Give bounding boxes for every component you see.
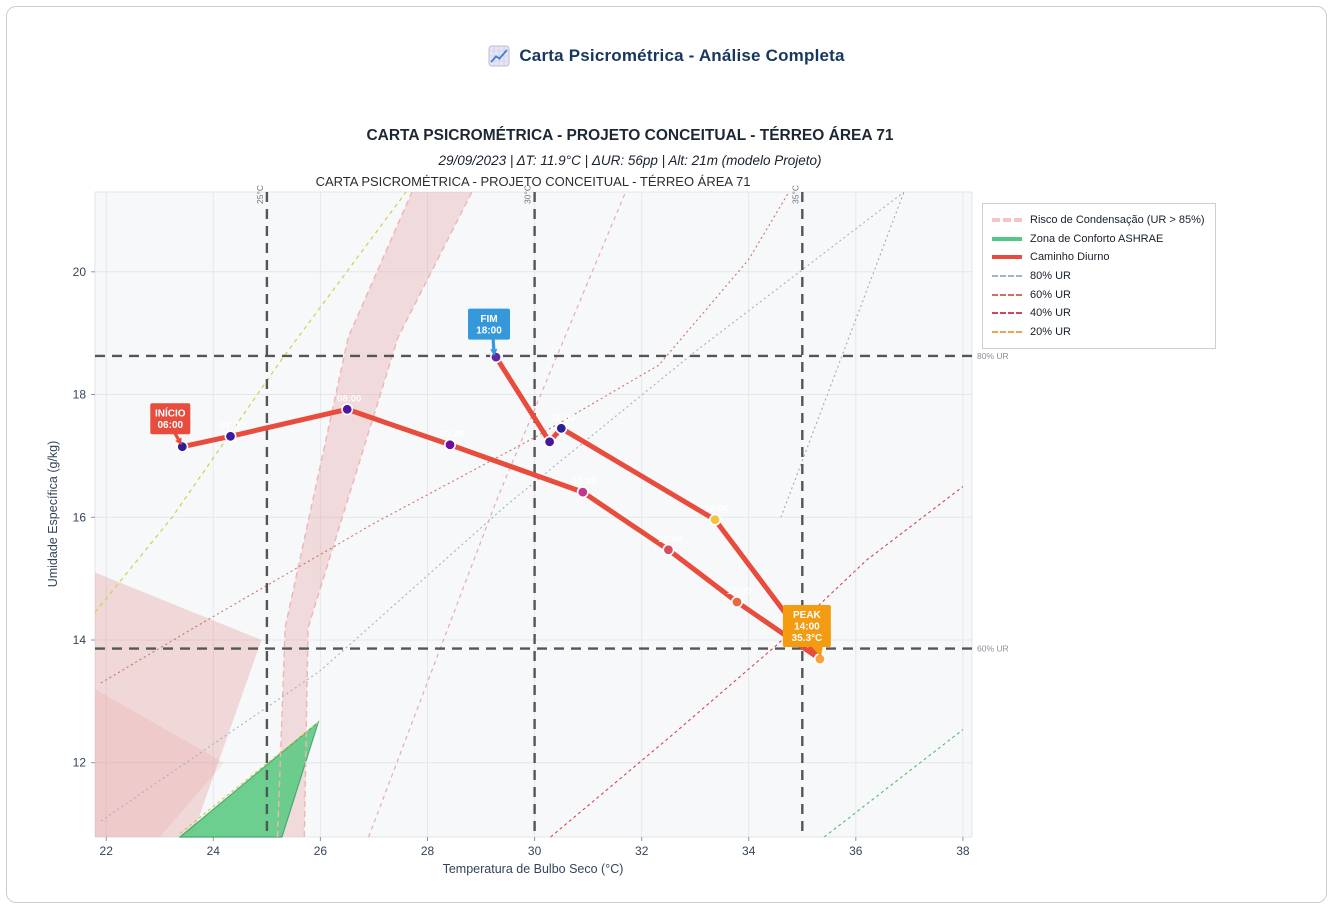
figure-title: CARTA PSICROMÉTRICA - PROJETO CONCEITUAL… [366,127,894,144]
legend-swatch [992,293,1022,296]
annotation-arrowhead [490,348,498,357]
chart-inner-title: CARTA PSICROMÉTRICA - PROJETO CONCEITUAL… [315,174,751,189]
ashrae-comfort-zone [178,720,320,838]
hour-label: 07:00 [220,420,244,431]
page-card: Carta Psicrométrica - Análise Completa 2… [6,6,1327,903]
psychrometric-chart[interactable]: 22 24 26 28 30 32 34 36 38 12 14 16 18 20 80% UR 60% UR… [7,7,1333,909]
y-tick-label: 12 [73,756,87,770]
data-point-07:00[interactable] [224,430,237,443]
ur-line-40%-ur [550,486,964,838]
legend-item-caminho-diurno[interactable]: Caminho Diurno [992,248,1206,267]
figure-subtitle: 29/09/2023 | ΔT: 11.9°C | ΔUR: 56pp | Al… [438,153,822,168]
legend-item-20-ur[interactable]: 20% UR [992,323,1206,342]
ur-line-85%-band-right [303,191,473,838]
annotation-box [468,308,510,340]
ur-line-pink-mid [368,191,627,838]
x-tick-label: 32 [635,844,649,858]
legend-item-risco-de-condensa-o-ur-85[interactable]: Risco de Condensação (UR > 85%) [992,211,1206,230]
data-point-13:00[interactable] [730,595,743,608]
legend-item-80-ur[interactable]: 80% UR [992,267,1206,286]
data-point-12:00[interactable] [662,543,675,556]
ref-line-h-label: 80% UR [977,351,1009,361]
legend-swatch [992,275,1022,278]
legend-swatch [992,255,1022,260]
legend-swatch [992,330,1022,333]
legend-item-40-ur[interactable]: 40% UR [992,304,1206,323]
annotation-text: 18:00 [476,325,502,336]
hour-label: 15:00 [705,504,729,515]
annotation-text: 35.3°C [792,633,823,644]
data-point-11:00[interactable] [576,486,589,499]
legend-item-label: Zona de Conforto ASHRAE [1030,232,1164,245]
data-point-09:00[interactable] [443,438,456,451]
ur-line-85%-band-left [276,191,413,838]
condensation-risk-zone [95,689,224,837]
legend-item-zona-de-conforto-ashrae[interactable]: Zona de Conforto ASHRAE [992,230,1206,249]
annotation-box [782,605,831,647]
hour-label: 09:00 [440,429,464,440]
data-point-16:00[interactable] [555,422,568,435]
legend: Risco de Condensação (UR > 85%) Zona de C… [982,203,1216,350]
hour-label: 16:00 [551,412,575,423]
ref-line-h-label: 60% UR [977,644,1009,654]
legend-item-label: Caminho Diurno [1030,251,1110,264]
ref-line-v-label: 25°C [255,185,265,204]
ur-line-80%-ur [100,191,905,822]
legend-swatch [992,218,1022,223]
legend-item-label: Risco de Condensação (UR > 85%) [1030,214,1205,227]
page-title: Carta Psicrométrica - Análise Completa [519,46,845,65]
y-tick-label: 20 [73,265,87,279]
annotation-text: FIM [480,314,497,325]
legend-swatch [992,312,1022,315]
x-axis-label: Temperatura de Bulbo Seco (°C) [442,862,624,876]
data-point-15:00[interactable] [708,513,721,526]
legend-item-label: 20% UR [1030,325,1071,338]
annotation-box [150,403,191,435]
legend-item-label: 60% UR [1030,288,1071,301]
annotation-text: 14:00 [794,622,820,633]
data-point-17:00[interactable] [543,435,556,448]
annotation-text: 06:00 [158,420,184,431]
x-tick-label: 38 [956,844,970,858]
x-tick-label: 36 [849,844,863,858]
ref-line-v-label: 35°C [790,185,800,204]
chart-increasing-icon [488,45,510,67]
x-tick-label: 34 [742,844,756,858]
data-point-08:00[interactable] [341,403,354,416]
hour-label: 08:00 [337,393,361,404]
legend-item-label: 40% UR [1030,307,1071,320]
annotation-text: INÍCIO [155,406,186,419]
y-tick-label: 16 [73,510,87,524]
hour-label: 13:00 [727,586,751,597]
y-tick-label: 14 [73,633,87,647]
x-tick-label: 22 [100,844,114,858]
y-tick-label: 18 [73,388,87,402]
legend-swatch [992,236,1022,241]
annotation-arrowhead [175,437,182,446]
x-tick-label: 30 [528,844,542,858]
ur-line-60%-ur [100,191,790,684]
page-header: Carta Psicrométrica - Análise Completa [7,45,1326,67]
annotation-text: PEAK [793,610,822,621]
condensation-risk-zone [95,572,262,837]
annotation-pointer [810,646,823,657]
ref-line-v-label: 30°C [523,185,533,204]
x-tick-label: 26 [314,844,328,858]
data-point-18:00[interactable] [489,351,502,364]
hour-label: 11:00 [573,476,597,487]
y-axis-label: Umidade Específica (g/kg) [46,440,60,588]
ur-line-green-bottom [823,729,964,838]
x-tick-label: 28 [421,844,435,858]
hour-label: 12:00 [658,534,682,545]
x-tick-label: 24 [207,844,221,858]
legend-item-label: 80% UR [1030,270,1071,283]
data-point-06:00[interactable] [176,440,189,453]
legend-item-60-ur[interactable]: 60% UR [992,285,1206,304]
